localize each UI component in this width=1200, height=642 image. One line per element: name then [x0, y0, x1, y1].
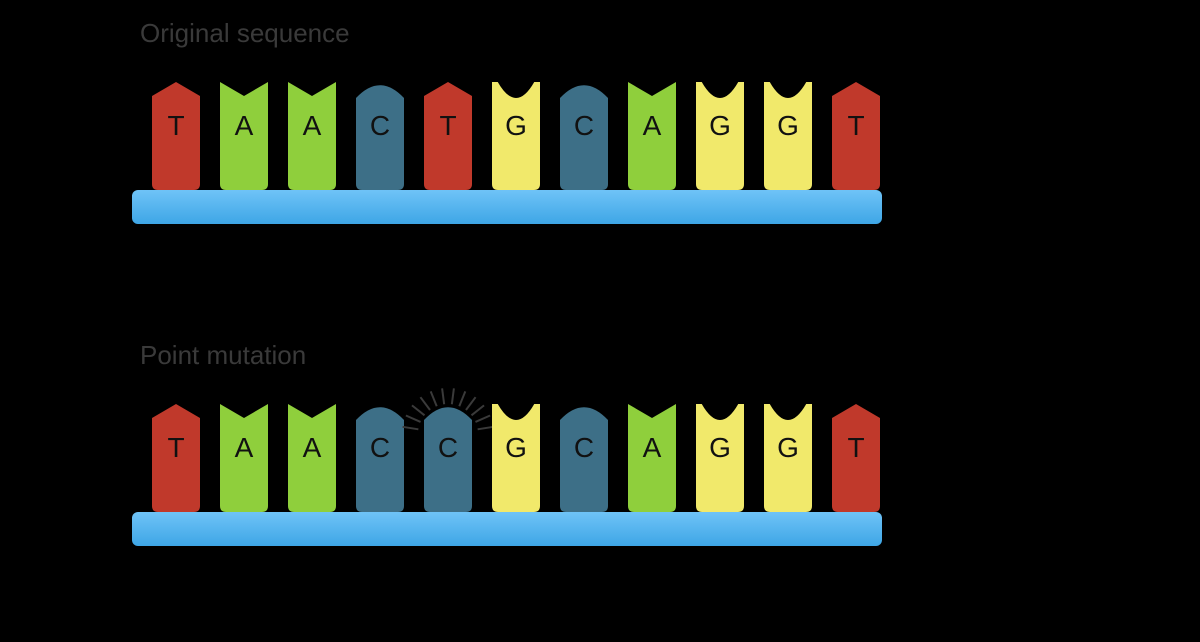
nucleotide-label: A [628, 110, 676, 142]
nucleotide-label: A [288, 110, 336, 142]
nucleotide-C: C [560, 404, 608, 512]
nucleotide-A: A [288, 82, 336, 190]
nucleotide-label: T [424, 110, 472, 142]
title-original-sequence: Original sequence [140, 18, 350, 49]
dna-backbone-top [132, 190, 882, 224]
nucleotide-label: G [492, 432, 540, 464]
nucleotide-label: G [696, 110, 744, 142]
nucleotide-T: T [832, 404, 880, 512]
nucleotide-G: G [492, 82, 540, 190]
nucleotide-label: C [424, 432, 472, 464]
nucleotide-T: T [424, 82, 472, 190]
nucleotide-A: A [628, 82, 676, 190]
nucleotide-label: T [152, 432, 200, 464]
diagram-canvas: Original sequence TAACTGCAGGT Point muta… [0, 0, 1200, 642]
nucleotide-G: G [696, 82, 744, 190]
nucleotide-label: A [288, 432, 336, 464]
nucleotide-label: A [220, 110, 268, 142]
nucleotide-label: G [764, 432, 812, 464]
nucleotide-C: C [356, 404, 404, 512]
nucleotide-C: C [424, 404, 472, 512]
nucleotide-label: T [832, 110, 880, 142]
nucleotide-C: C [560, 82, 608, 190]
nucleotide-A: A [220, 82, 268, 190]
nucleotide-A: A [628, 404, 676, 512]
nucleotide-label: C [560, 110, 608, 142]
nucleotide-label: A [628, 432, 676, 464]
nucleotide-label: G [696, 432, 744, 464]
nucleotide-T: T [152, 82, 200, 190]
nucleotide-G: G [764, 82, 812, 190]
nucleotide-label: T [832, 432, 880, 464]
nucleotide-label: G [492, 110, 540, 142]
nucleotide-G: G [492, 404, 540, 512]
nucleotide-A: A [288, 404, 336, 512]
nucleotide-label: A [220, 432, 268, 464]
dna-backbone-bottom [132, 512, 882, 546]
bases-row-mutation: TAACCGCAGGT [152, 404, 880, 512]
nucleotide-T: T [152, 404, 200, 512]
title-point-mutation: Point mutation [140, 340, 306, 371]
nucleotide-label: G [764, 110, 812, 142]
nucleotide-A: A [220, 404, 268, 512]
nucleotide-label: C [356, 110, 404, 142]
nucleotide-C: C [356, 82, 404, 190]
nucleotide-label: C [560, 432, 608, 464]
nucleotide-T: T [832, 82, 880, 190]
nucleotide-label: C [356, 432, 404, 464]
bases-row-original: TAACTGCAGGT [152, 82, 880, 190]
nucleotide-G: G [764, 404, 812, 512]
nucleotide-label: T [152, 110, 200, 142]
nucleotide-G: G [696, 404, 744, 512]
